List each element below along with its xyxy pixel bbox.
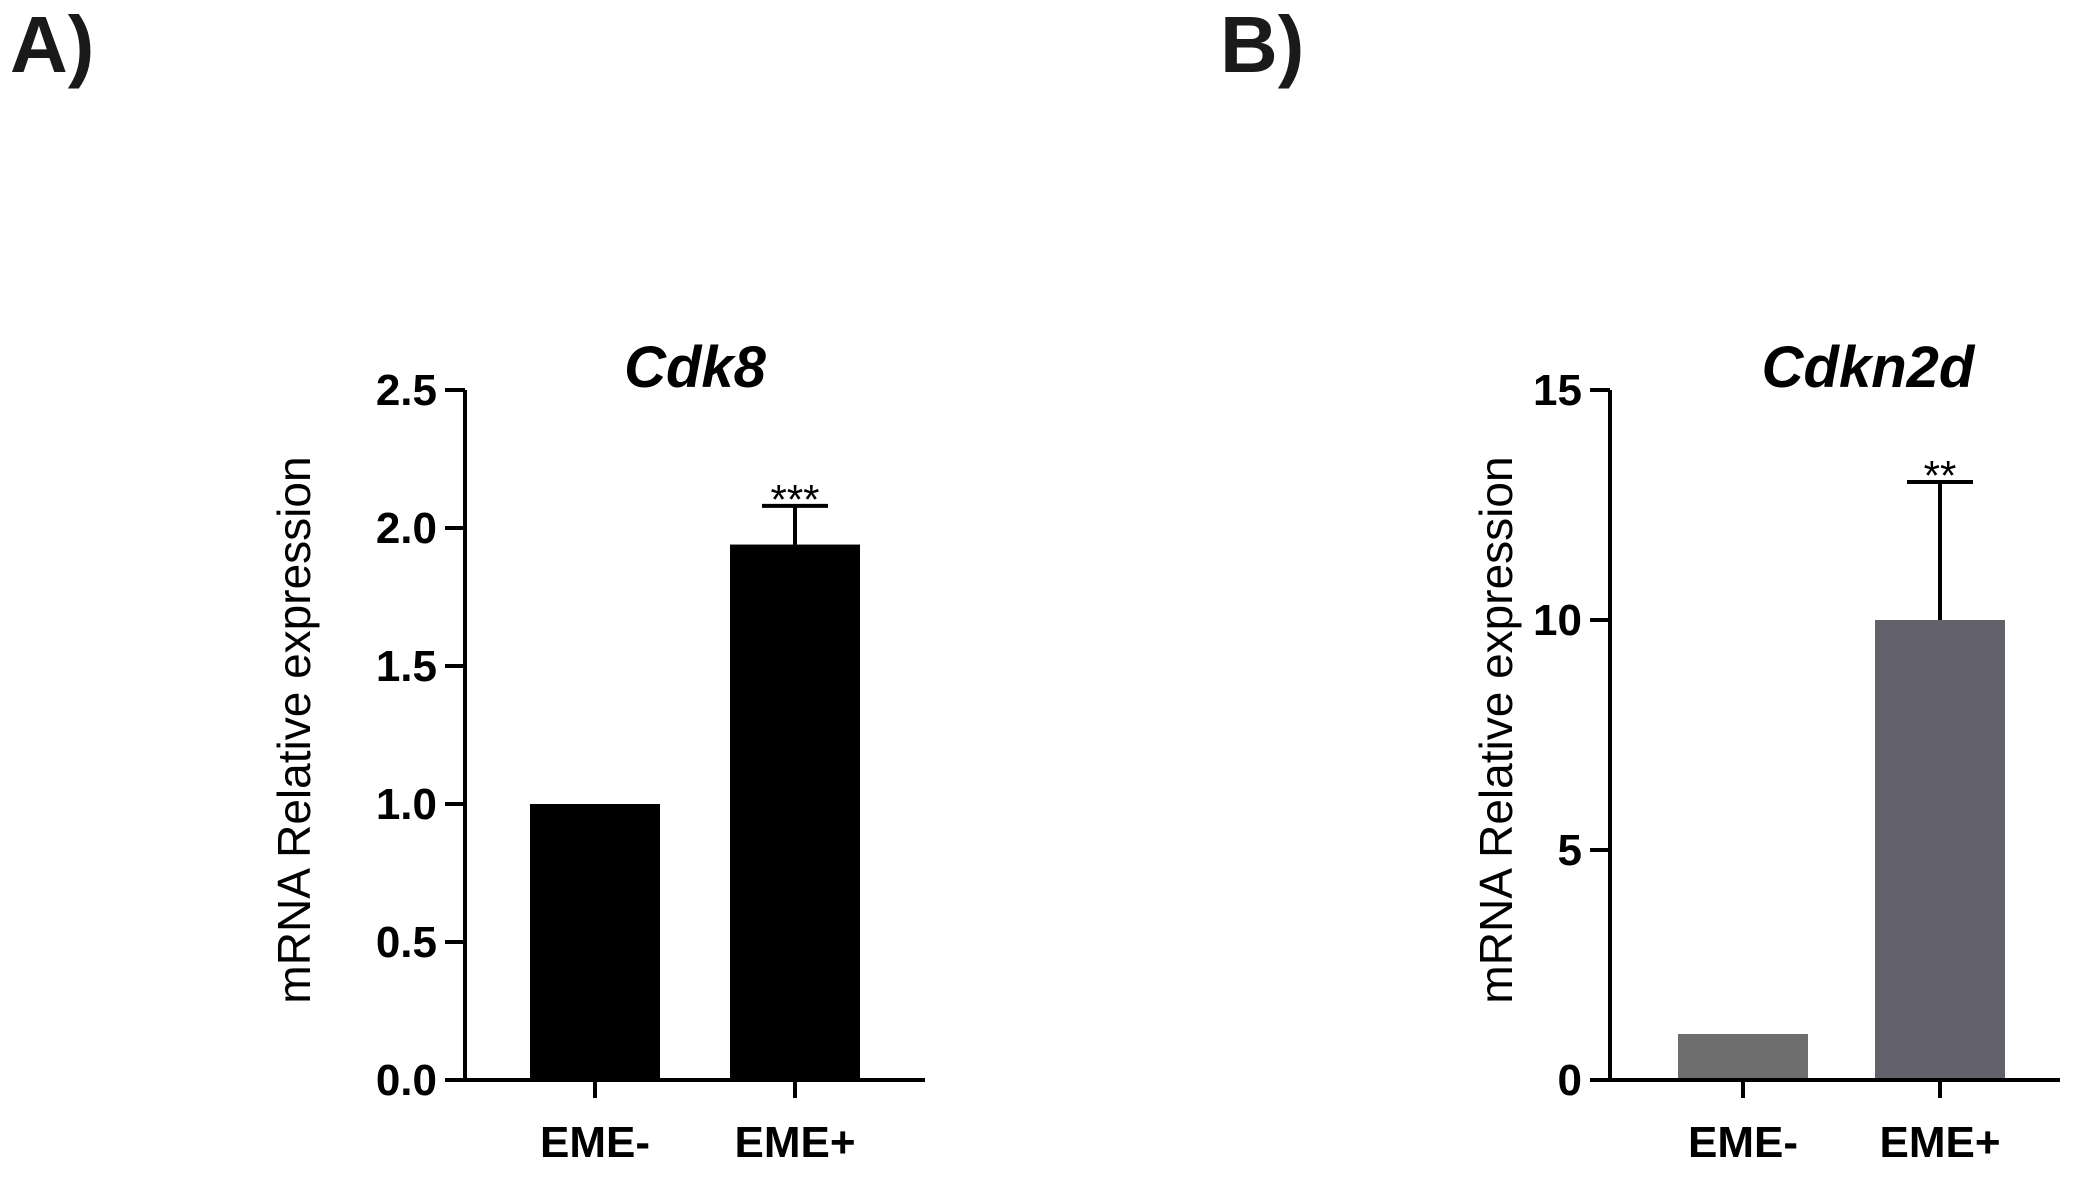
chart-cdk8: Cdk8 mRNA Relative expression EME- *** EME+ 0… (268, 335, 925, 1167)
category-label: EME+ (1879, 1118, 2000, 1167)
y-axis-label: mRNA Relative expression (1470, 456, 1522, 1003)
y-tick-label: 1.0 (376, 780, 437, 829)
y-tick-label: 2.0 (376, 504, 437, 553)
y-tick-label: 2.5 (376, 366, 437, 415)
y-tick-label: 10 (1533, 596, 1582, 645)
y-axis-label: mRNA Relative expression (268, 456, 320, 1003)
chart-title: Cdk8 (624, 335, 767, 400)
y-tick-label: 0.5 (376, 918, 437, 967)
bar-ememinus (1678, 1034, 1808, 1080)
bar-emeplus (730, 544, 860, 1080)
y-tick-label: 1.5 (376, 642, 437, 691)
significance-label: ** (1924, 452, 1957, 499)
y-tick-label: 0 (1558, 1056, 1582, 1105)
category-label: EME- (540, 1118, 650, 1167)
panel-label-b: B) (1220, 0, 1304, 89)
category-label: EME- (1688, 1118, 1798, 1167)
chart-title: Cdkn2d (1762, 335, 1976, 400)
significance-label: *** (770, 476, 819, 523)
bar-ememinus (530, 804, 660, 1080)
y-tick-label: 0.0 (376, 1056, 437, 1105)
bar-emeplus (1875, 620, 2005, 1080)
chart-cdkn2d: Cdkn2d mRNA Relative expression EME- ** EME+… (1470, 335, 2060, 1167)
y-tick-label: 15 (1533, 366, 1582, 415)
panel-label-a: A) (10, 0, 94, 89)
y-tick-label: 5 (1558, 826, 1582, 875)
category-label: EME+ (734, 1118, 855, 1167)
